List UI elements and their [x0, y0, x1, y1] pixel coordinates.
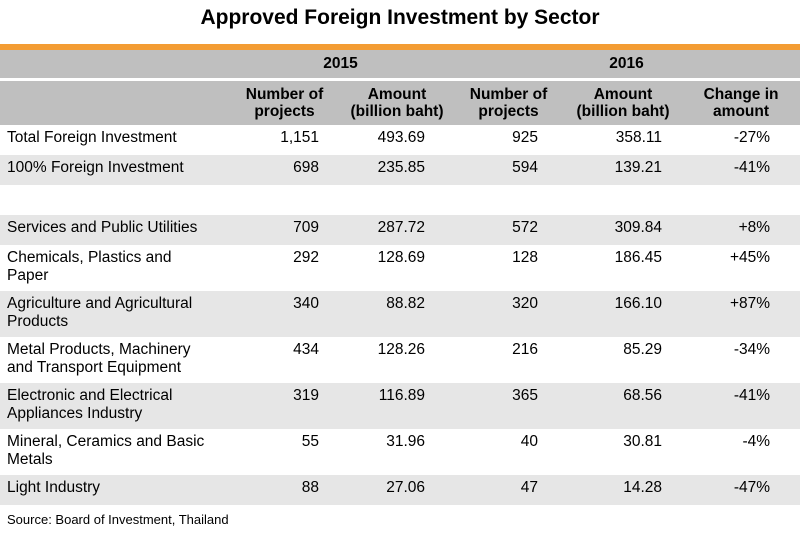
amount-2016: 309.84	[564, 215, 683, 245]
projects-2015: 55	[301, 433, 319, 450]
row-label: 100% Foreign Investment	[0, 155, 228, 185]
header-change: Change in amount	[682, 81, 800, 125]
projects-2015: 292	[293, 249, 319, 266]
header-sector	[0, 81, 228, 125]
projects-2016: 594	[453, 155, 565, 185]
table-header: 2015 2016 Number of projects Amount (billi…	[0, 50, 800, 125]
header-projects-2015: Number of projects	[228, 81, 341, 125]
amount-2016: 166.10	[564, 291, 683, 337]
table-row: Agriculture and Agricultural Products 340…	[0, 291, 800, 337]
year-2015-header: 2015	[228, 50, 454, 78]
projects-2016: 365	[453, 383, 565, 429]
amount-2016: 186.45	[614, 249, 663, 266]
projects-2016: 40	[520, 433, 539, 450]
amount-2015: 128.69	[377, 249, 426, 266]
projects-2016: 128	[512, 249, 539, 266]
projects-2015: 709	[228, 215, 341, 245]
table-row: Services and Public Utilities 709 287.72…	[0, 215, 800, 245]
row-label: Agriculture and Agricultural Products	[0, 291, 228, 337]
change-amount: +8%	[682, 215, 800, 245]
amount-2015: 235.85	[341, 155, 454, 185]
header-amount-2015: Amount (billion baht)	[341, 81, 454, 125]
projects-2015: 88	[228, 475, 341, 505]
change-amount: -47%	[682, 475, 800, 505]
table-row: Metal Products, Machinery and Transport E…	[0, 337, 800, 383]
projects-2016: 572	[453, 215, 565, 245]
header-corner	[0, 50, 228, 78]
amount-2016: 139.21	[564, 155, 683, 185]
amount-2016: 85.29	[623, 341, 663, 358]
row-label: Chemicals, Plastics and Paper	[7, 249, 172, 284]
amount-2015: 31.96	[386, 433, 426, 450]
projects-2016: 925	[512, 129, 539, 146]
table-row: Total Foreign Investment 1,151 493.69 92…	[0, 125, 800, 155]
change-amount: -4%	[742, 433, 771, 450]
amount-2016: 30.81	[623, 433, 663, 450]
projects-2015: 434	[293, 341, 319, 358]
amount-2015: 128.26	[377, 341, 426, 358]
amount-2015: 88.82	[341, 291, 454, 337]
projects-2015: 698	[228, 155, 341, 185]
projects-2015: 340	[228, 291, 341, 337]
row-label: Electronic and Electrical Appliances Indu…	[0, 383, 228, 429]
header-amount-2016: Amount (billion baht)	[564, 81, 683, 125]
row-label: Total Foreign Investment	[7, 129, 177, 146]
table-row: Electronic and Electrical Appliances Indu…	[0, 383, 800, 429]
change-amount: +87%	[682, 291, 800, 337]
amount-2015: 287.72	[341, 215, 454, 245]
projects-2016: 47	[453, 475, 565, 505]
change-amount: -41%	[682, 155, 800, 185]
amount-2015: 27.06	[341, 475, 454, 505]
header-projects-2016: Number of projects	[453, 81, 565, 125]
projects-2016: 320	[453, 291, 565, 337]
accent-rule	[0, 44, 800, 50]
table-row: Chemicals, Plastics and Paper 292 128.69 …	[0, 245, 800, 291]
source-note: Source: Board of Investment, Thailand	[7, 512, 229, 527]
projects-2015: 1,151	[280, 129, 319, 146]
investment-table: 2015 2016 Number of projects Amount (billi…	[0, 50, 800, 505]
amount-2016: 68.56	[564, 383, 683, 429]
amount-2015: 493.69	[377, 129, 426, 146]
table-row: Mineral, Ceramics and Basic Metals 55 31.…	[0, 429, 800, 475]
change-amount: -34%	[733, 341, 771, 358]
row-label: Services and Public Utilities	[0, 215, 228, 245]
projects-2015: 319	[228, 383, 341, 429]
projects-2016: 216	[512, 341, 539, 358]
year-2016-header: 2016	[453, 50, 800, 78]
row-label: Light Industry	[0, 475, 228, 505]
amount-2016: 14.28	[564, 475, 683, 505]
spacer-row	[0, 185, 800, 215]
row-label: Mineral, Ceramics and Basic Metals	[7, 433, 205, 468]
row-label: Metal Products, Machinery and Transport E…	[7, 341, 191, 376]
change-amount: -41%	[682, 383, 800, 429]
change-amount: -27%	[733, 129, 771, 146]
change-amount: +45%	[729, 249, 771, 266]
table-row: Light Industry 88 27.06 47 14.28 -47%	[0, 475, 800, 505]
amount-2015: 116.89	[341, 383, 454, 429]
amount-2016: 358.11	[615, 129, 663, 146]
table-row: 100% Foreign Investment 698 235.85 594 1…	[0, 155, 800, 185]
page-title: Approved Foreign Investment by Sector	[200, 6, 600, 29]
